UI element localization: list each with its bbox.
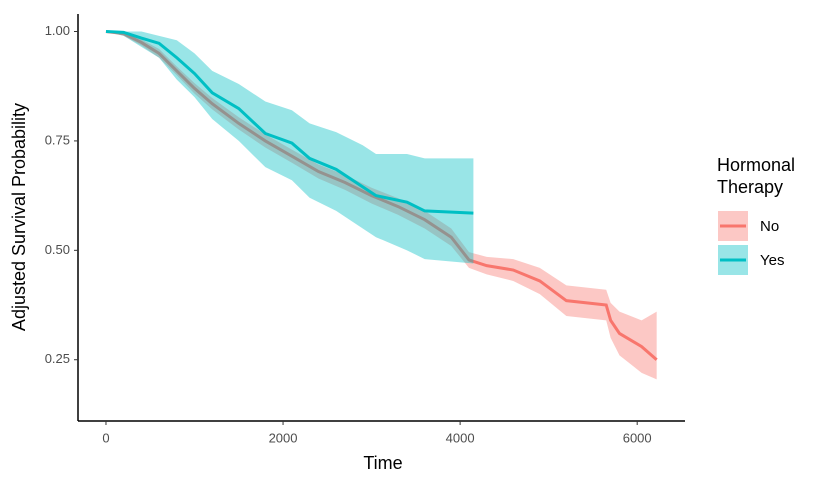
y-tick-label: 1.00	[45, 23, 70, 38]
x-tick-label: 2000	[269, 430, 298, 445]
y-tick-label: 0.50	[45, 242, 70, 257]
x-tick-label: 6000	[623, 430, 652, 445]
legend-title: Hormonal Therapy	[717, 155, 796, 197]
survival-line	[105, 30, 658, 361]
y-axis-title: Adjusted Survival Probability	[9, 103, 29, 331]
x-tick-label: 0	[102, 430, 109, 445]
survival-line	[105, 30, 474, 215]
legend-label: No	[760, 218, 779, 235]
legend-label: Yes	[760, 252, 784, 269]
y-tick-label: 0.75	[45, 132, 70, 147]
x-tick-label: 4000	[446, 430, 475, 445]
confidence-band	[105, 31, 474, 264]
confidence-band	[105, 31, 657, 380]
x-axis-title: Time	[363, 453, 402, 473]
y-tick-label: 0.25	[45, 351, 70, 366]
